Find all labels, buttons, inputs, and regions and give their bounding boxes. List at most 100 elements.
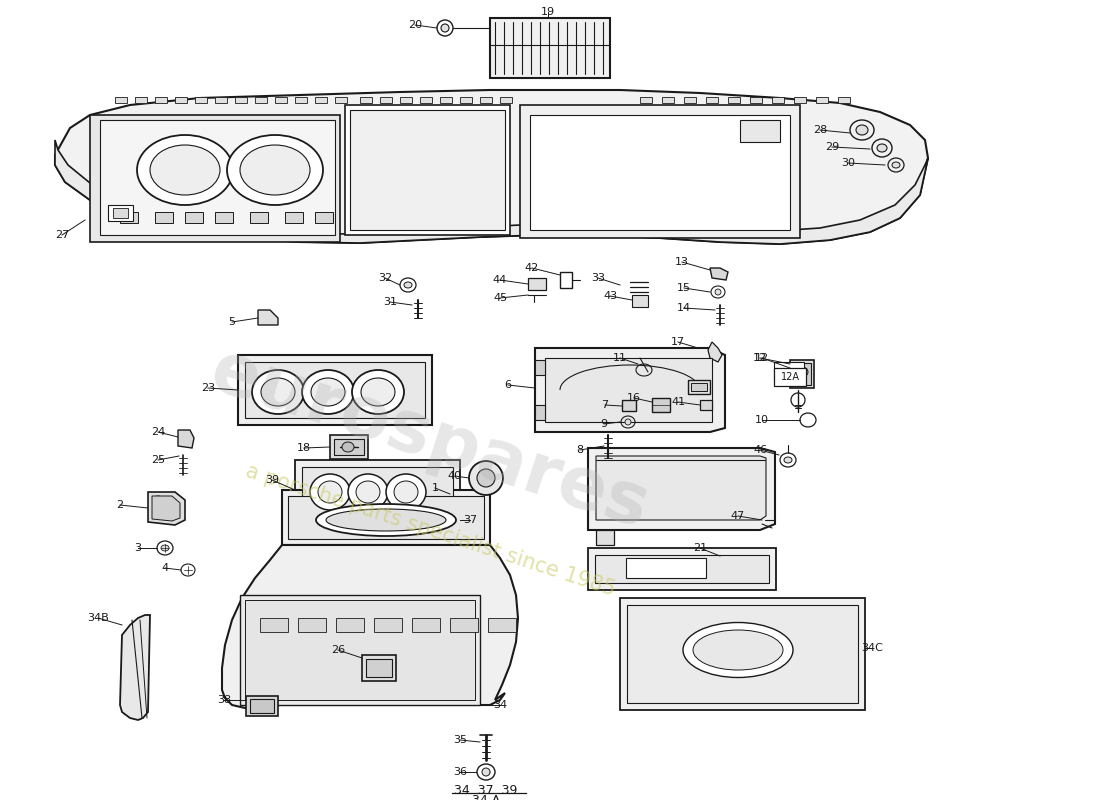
Text: 25: 25 bbox=[151, 455, 165, 465]
Polygon shape bbox=[544, 358, 712, 422]
Ellipse shape bbox=[625, 419, 631, 425]
Text: 31: 31 bbox=[383, 297, 397, 307]
Ellipse shape bbox=[352, 370, 404, 414]
Ellipse shape bbox=[477, 469, 495, 487]
Polygon shape bbox=[596, 530, 614, 545]
Text: 6: 6 bbox=[505, 380, 512, 390]
Ellipse shape bbox=[856, 125, 868, 135]
Text: 7: 7 bbox=[602, 400, 608, 410]
Bar bbox=[750, 97, 762, 103]
Bar bbox=[706, 97, 718, 103]
Text: 42: 42 bbox=[525, 263, 539, 273]
Bar bbox=[113, 208, 128, 218]
Text: 12A: 12A bbox=[781, 372, 800, 382]
Bar bbox=[627, 605, 858, 703]
Ellipse shape bbox=[441, 24, 449, 32]
Ellipse shape bbox=[394, 481, 418, 503]
Bar bbox=[285, 212, 303, 223]
Text: 40: 40 bbox=[448, 471, 462, 481]
Bar bbox=[155, 212, 173, 223]
Bar bbox=[302, 467, 453, 518]
Text: 14: 14 bbox=[676, 303, 691, 313]
Text: 5: 5 bbox=[229, 317, 235, 327]
Text: 36: 36 bbox=[453, 767, 468, 777]
Ellipse shape bbox=[261, 378, 295, 406]
Bar bbox=[116, 97, 127, 103]
Text: 20: 20 bbox=[408, 20, 422, 30]
Text: 21: 21 bbox=[693, 543, 707, 553]
Bar bbox=[400, 97, 412, 103]
Bar bbox=[175, 97, 187, 103]
Ellipse shape bbox=[715, 289, 720, 295]
Text: 34B: 34B bbox=[87, 613, 109, 623]
Text: 37: 37 bbox=[463, 515, 477, 525]
Text: 35: 35 bbox=[453, 735, 468, 745]
Bar bbox=[360, 97, 372, 103]
Text: 34 A: 34 A bbox=[472, 794, 500, 800]
Ellipse shape bbox=[318, 481, 342, 503]
Text: 43: 43 bbox=[603, 291, 617, 301]
Ellipse shape bbox=[252, 370, 304, 414]
Text: 11: 11 bbox=[613, 353, 627, 363]
Bar bbox=[108, 205, 133, 221]
Bar bbox=[214, 212, 233, 223]
Ellipse shape bbox=[310, 474, 350, 510]
Text: 19: 19 bbox=[541, 7, 556, 17]
Polygon shape bbox=[120, 615, 150, 720]
Bar bbox=[688, 380, 710, 394]
Text: 16: 16 bbox=[627, 393, 641, 403]
Ellipse shape bbox=[683, 622, 793, 678]
Bar bbox=[315, 212, 333, 223]
Polygon shape bbox=[530, 115, 790, 230]
Text: 41: 41 bbox=[671, 397, 685, 407]
Bar bbox=[440, 97, 452, 103]
Bar bbox=[336, 97, 346, 103]
Text: 39: 39 bbox=[265, 475, 279, 485]
Text: 30: 30 bbox=[842, 158, 855, 168]
Text: 28: 28 bbox=[813, 125, 827, 135]
Bar bbox=[345, 105, 510, 235]
Ellipse shape bbox=[316, 504, 456, 536]
Bar bbox=[621, 400, 636, 411]
Bar bbox=[295, 97, 307, 103]
Bar bbox=[480, 97, 492, 103]
Text: 1: 1 bbox=[431, 483, 439, 493]
Text: 23: 23 bbox=[201, 383, 216, 393]
Bar bbox=[235, 97, 248, 103]
Text: 24: 24 bbox=[151, 427, 165, 437]
Ellipse shape bbox=[386, 474, 426, 510]
Bar bbox=[838, 97, 850, 103]
Ellipse shape bbox=[877, 144, 887, 152]
Bar bbox=[195, 97, 207, 103]
Polygon shape bbox=[90, 115, 340, 242]
Ellipse shape bbox=[356, 481, 380, 503]
Ellipse shape bbox=[326, 509, 446, 531]
Bar bbox=[255, 97, 267, 103]
Text: 26: 26 bbox=[331, 645, 345, 655]
Bar bbox=[488, 618, 516, 632]
Bar bbox=[460, 97, 472, 103]
Bar bbox=[120, 212, 138, 223]
Ellipse shape bbox=[227, 135, 323, 205]
Bar bbox=[275, 97, 287, 103]
Ellipse shape bbox=[361, 378, 395, 406]
Bar bbox=[420, 97, 432, 103]
Text: 34  37  39: 34 37 39 bbox=[454, 783, 518, 797]
Bar bbox=[350, 110, 505, 230]
Bar bbox=[366, 659, 392, 677]
Ellipse shape bbox=[784, 457, 792, 463]
Bar bbox=[528, 278, 546, 290]
Bar bbox=[282, 490, 490, 545]
Bar bbox=[790, 360, 814, 388]
Bar bbox=[245, 600, 475, 700]
Polygon shape bbox=[148, 492, 185, 525]
Bar bbox=[185, 212, 204, 223]
Text: 12: 12 bbox=[755, 353, 769, 363]
Polygon shape bbox=[708, 342, 722, 362]
Bar bbox=[772, 97, 784, 103]
Bar bbox=[374, 618, 401, 632]
Bar bbox=[250, 212, 268, 223]
Bar bbox=[245, 362, 425, 418]
Bar bbox=[691, 383, 707, 391]
Ellipse shape bbox=[138, 135, 233, 205]
